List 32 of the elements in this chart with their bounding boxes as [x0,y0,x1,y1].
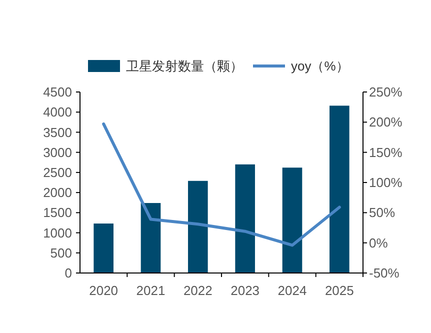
bar [140,203,161,273]
x-tick-label: 2023 [230,283,260,298]
line-series [102,122,341,247]
bar [235,164,255,273]
x-tick-label: 2025 [324,283,354,298]
bar [94,224,114,273]
y2-tick-label: 100% [369,175,403,190]
legend-label: 卫星发射数量（颗） [126,58,243,74]
y-tick-label: 4500 [43,84,72,100]
y-tick-label: 2500 [43,164,72,180]
x-tick-label: 2022 [183,283,212,298]
y-tick-label: 1500 [43,205,72,220]
y2-tick-label: 0% [369,235,388,250]
y-tick-label: 2000 [43,185,72,200]
y2-tick-label: 150% [369,144,403,160]
y-tick-label: 3500 [43,124,72,140]
y-tick-label: 500 [50,245,72,260]
legend-label: yoy（%） [291,58,349,74]
y2-tick-label: -50% [369,266,400,281]
y-tick-label: 1000 [43,225,72,240]
bar [188,180,208,273]
y-tick-label: 0 [64,266,72,281]
bar [282,168,302,273]
y2-tick-label: 250% [369,84,403,100]
y-tick-label: 3000 [43,144,72,160]
x-tick-label: 2020 [89,283,118,298]
y2-tick-label: 50% [369,205,396,220]
bar [330,106,350,273]
y-tick-label: 4000 [43,104,72,120]
x-tick-label: 2021 [136,283,166,298]
x-tick-label: 2024 [278,283,307,298]
y2-tick-label: 200% [369,114,403,130]
